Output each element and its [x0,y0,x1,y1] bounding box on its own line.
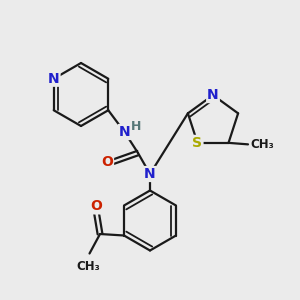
Text: CH₃: CH₃ [76,260,100,273]
Text: H: H [131,120,141,133]
Text: N: N [119,125,130,139]
Text: S: S [193,136,202,150]
Text: N: N [48,72,59,86]
Text: CH₃: CH₃ [250,138,274,151]
Text: O: O [91,200,102,213]
Text: O: O [101,155,113,169]
Text: N: N [144,167,156,181]
Text: N: N [207,88,219,102]
